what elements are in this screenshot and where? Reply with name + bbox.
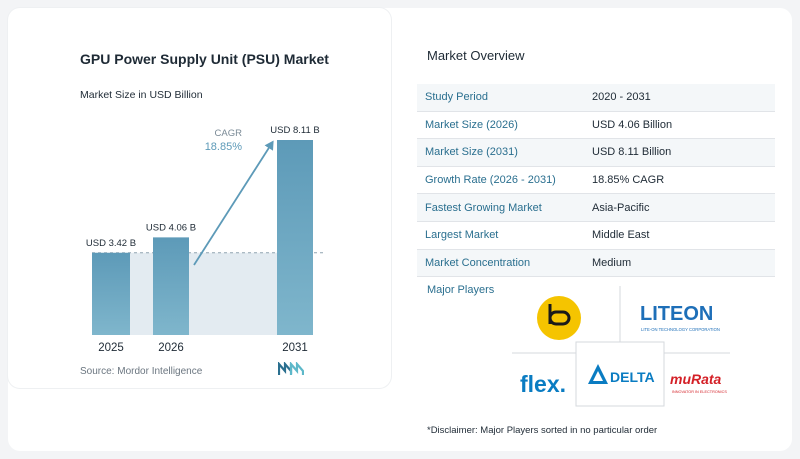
overview-key: Growth Rate (2026 - 2031) [417,166,592,195]
overview-value: 18.85% CAGR [592,166,775,195]
mordor-logo-icon [278,362,304,375]
overview-value: USD 8.11 Billion [592,138,775,167]
chart-subtitle: Market Size in USD Billion [80,89,203,101]
data-label-2025: USD 3.42 B [86,238,136,249]
overview-row: Market Size (2026) USD 4.06 Billion [417,111,775,140]
overview-value: Middle East [592,221,775,250]
cagr-value: 18.85% [205,141,243,153]
overview-row: Largest Market Middle East [417,221,775,250]
overview-value: USD 4.06 Billion [592,111,775,140]
overview-key: Market Size (2031) [417,138,592,167]
overview-row: Market Size (2031) USD 8.11 Billion [417,138,775,167]
murata-logo: muRata INNOVATOR IN ELECTRONICS [670,371,727,394]
delta-logo-box [575,341,665,407]
bar-chart: USD 3.42 B USD 4.06 B USD 8.11 B 2025 2026 2… [86,125,323,354]
overview-table: Study Period 2020 - 2031 Market Size (202… [417,84,775,278]
overview-value: 2020 - 2031 [592,84,775,112]
liteon-logo: LITEON LITE-ON TECHNOLOGY CORPORATION [640,303,720,332]
murata-logo-text: muRata [670,371,722,387]
bar-2025 [92,252,130,335]
data-label-2026: USD 4.06 B [146,222,196,233]
data-label-2031: USD 8.11 B [270,125,319,136]
overview-key: Largest Market [417,221,592,250]
overview-value: Asia-Pacific [592,193,775,222]
cagr-label: CAGR [215,128,243,139]
overview-key: Study Period [417,84,592,112]
x-tick-label-2026: 2026 [158,342,184,354]
flex-logo: flex. [520,371,566,397]
cagr-arrow [193,140,274,266]
overview-value: Medium [592,249,775,278]
bar-2031 [277,140,313,335]
delta-logo: DELTA [588,364,655,385]
overview-row: Study Period 2020 - 2031 [417,84,775,112]
bar-2026 [153,237,189,335]
overview-key: Market Size (2026) [417,111,592,140]
overview-key: Market Concentration [417,249,592,278]
overview-title: Market Overview [427,48,525,63]
source-text: Source: Mordor Intelligence [80,366,203,377]
player-logo-b-icon [537,296,581,340]
overview-key: Fastest Growing Market [417,193,592,222]
liteon-logo-text: LITEON [640,303,713,325]
liteon-logo-subtext: LITE-ON TECHNOLOGY CORPORATION [641,327,720,332]
disclaimer-text: *Disclaimer: Major Players sorted in no … [427,425,658,436]
overview-row: Fastest Growing Market Asia-Pacific [417,193,775,222]
major-players-label: Major Players [427,284,495,296]
delta-logo-text: DELTA [610,369,655,385]
chart-title: GPU Power Supply Unit (PSU) Market [80,51,329,67]
overview-row: Growth Rate (2026 - 2031) 18.85% CAGR [417,166,775,195]
flex-logo-text: flex. [520,371,566,397]
murata-logo-subtext: INNOVATOR IN ELECTRONICS [672,390,727,394]
overview-row: Market Concentration Medium [417,249,775,278]
x-tick-label-2025: 2025 [98,342,124,354]
x-tick-label-2031: 2031 [282,342,308,354]
